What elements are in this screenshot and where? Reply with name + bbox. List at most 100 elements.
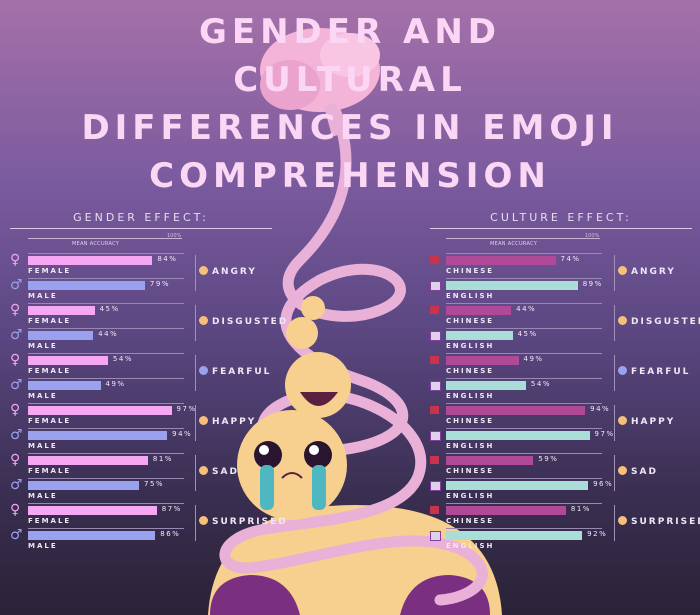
emotion-label-happy: HAPPY	[618, 416, 675, 427]
emoji-face-icon	[199, 466, 208, 475]
row-rule	[28, 303, 184, 304]
bar-row: 45% ENGLISH	[430, 328, 630, 353]
bar-english-sad	[446, 481, 589, 490]
bar-row: ♂ 79% MALE	[10, 278, 210, 303]
uk-flag-icon	[430, 331, 441, 341]
row-rule	[28, 278, 184, 279]
emoji-face-icon	[618, 266, 627, 275]
china-flag-icon	[430, 506, 439, 514]
bar-female-angry	[28, 256, 153, 265]
emotion-label-disgusted: DISGUSTED	[618, 316, 700, 327]
category-label: ANGRY	[212, 267, 257, 277]
row-rule	[446, 353, 602, 354]
male-symbol-icon: ♂	[10, 277, 23, 293]
value-label: 54%	[112, 355, 133, 363]
bar-female-disgusted	[28, 306, 95, 315]
bar-female-happy	[28, 406, 172, 415]
emoji-face-icon	[618, 366, 627, 375]
bar-chinese-angry	[446, 256, 556, 265]
category-label: DISGUSTED	[212, 317, 289, 327]
row-rule	[446, 278, 602, 279]
bar-male-surprised	[28, 531, 156, 540]
bar-row: 94% CHINESE	[430, 403, 630, 428]
value-label: 49%	[523, 355, 544, 363]
row-rule	[446, 528, 602, 529]
row-rule	[28, 378, 184, 379]
bar-english-disgusted	[446, 331, 513, 340]
bar-female-sad	[28, 456, 148, 465]
uk-flag-icon	[430, 531, 441, 541]
china-flag-icon	[430, 356, 439, 364]
row-rule	[28, 478, 184, 479]
value-label: 92%	[587, 530, 608, 538]
value-label: 94%	[172, 430, 193, 438]
group-separator	[614, 255, 615, 291]
divider	[430, 228, 692, 229]
category-label: FEARFUL	[212, 367, 272, 377]
row-rule	[446, 503, 602, 504]
value-label: 84%	[157, 255, 178, 263]
row-rule	[446, 328, 602, 329]
value-label: 59%	[538, 455, 559, 463]
emoji-face-icon	[199, 366, 208, 375]
category-label: HAPPY	[212, 417, 257, 427]
bar-chinese-fearful	[446, 356, 519, 365]
value-label: 86%	[160, 530, 181, 538]
emoji-face-icon	[199, 316, 208, 325]
value-label: 94%	[590, 405, 611, 413]
series-label: CHINESE	[446, 267, 495, 275]
series-label: MALE	[28, 392, 58, 400]
emoji-face-icon	[199, 416, 208, 425]
bar-row: ♂ 86% MALE	[10, 528, 210, 553]
category-label: HAPPY	[631, 417, 676, 427]
bar-row: 49% CHINESE	[430, 353, 630, 378]
series-label: MALE	[28, 542, 58, 550]
uk-flag-icon	[430, 381, 441, 391]
male-symbol-icon: ♂	[10, 527, 23, 543]
bar-female-surprised	[28, 506, 157, 515]
emotion-label-fearful: FEARFUL	[618, 366, 690, 377]
row-rule	[28, 328, 184, 329]
series-label: FEMALE	[28, 267, 72, 275]
emotion-label-disgusted: DISGUSTED	[199, 316, 288, 327]
group-separator	[195, 455, 196, 491]
row-rule	[28, 503, 184, 504]
series-label: MALE	[28, 442, 58, 450]
brain-icon	[260, 28, 380, 137]
emoji-face-icon	[618, 516, 627, 525]
wink-emoji	[286, 317, 318, 349]
value-label: 45%	[99, 305, 120, 313]
bar-row: 74% CHINESE	[430, 253, 630, 278]
emotion-label-sad: SAD	[618, 466, 658, 477]
value-label: 74%	[560, 255, 581, 263]
value-label: 97%	[594, 430, 615, 438]
series-label: FEMALE	[28, 317, 72, 325]
value-label: 44%	[98, 330, 119, 338]
row-rule	[446, 378, 602, 379]
bar-row: 54% ENGLISH	[430, 378, 630, 403]
bar-row: 96% ENGLISH	[430, 478, 630, 503]
bar-english-angry	[446, 281, 578, 290]
series-label: ENGLISH	[446, 542, 495, 550]
series-label: FEMALE	[28, 367, 72, 375]
bar-row: ♀ 84% FEMALE	[10, 253, 210, 278]
value-label: 81%	[570, 505, 591, 513]
bar-row: ♀ 81% FEMALE	[10, 453, 210, 478]
female-symbol-icon: ♀	[10, 502, 21, 518]
series-label: CHINESE	[446, 317, 495, 325]
bar-male-happy	[28, 431, 168, 440]
group-separator	[614, 505, 615, 541]
row-rule	[28, 428, 184, 429]
male-symbol-icon: ♂	[10, 377, 23, 393]
category-label: SURPRISED	[212, 517, 288, 527]
axis-label: MEAN ACCURACY	[72, 241, 120, 247]
bar-male-disgusted	[28, 331, 94, 340]
emoji-face-icon	[618, 466, 627, 475]
male-symbol-icon: ♂	[10, 427, 23, 443]
female-symbol-icon: ♀	[10, 352, 21, 368]
title-line-3: DIFFERENCES IN EMOJI	[81, 108, 619, 148]
female-symbol-icon: ♀	[10, 252, 21, 268]
group-separator	[195, 255, 196, 291]
emoji-face-icon	[618, 316, 627, 325]
